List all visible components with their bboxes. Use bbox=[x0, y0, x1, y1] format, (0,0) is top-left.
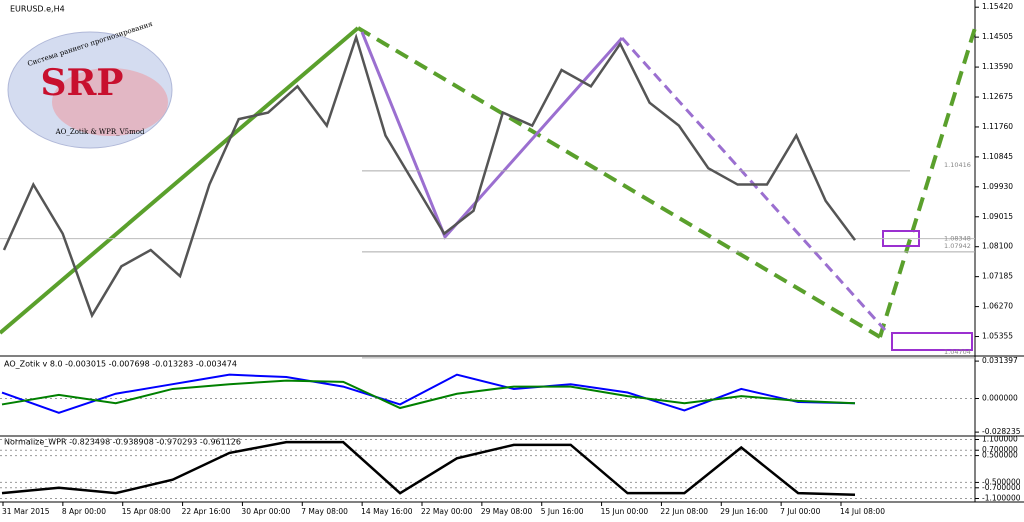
y-tick-label: 0.031397 bbox=[982, 356, 1018, 365]
price-line bbox=[2, 33, 857, 319]
indicator-line bbox=[1, 440, 856, 497]
y-tick-label: -0.700000 bbox=[982, 483, 1021, 492]
indicator-header: AO_Zotik v 8.0 -0.003015 -0.007698 -0.01… bbox=[4, 360, 237, 369]
y-tick-label: 1.15420 bbox=[982, 2, 1013, 11]
indicator-header: Normalize_WPR -0.823498 -0.938908 -0.970… bbox=[4, 438, 241, 447]
y-tick-label: -1.100000 bbox=[982, 494, 1021, 503]
y-tick-label: 1.07185 bbox=[982, 272, 1013, 281]
y-tick-label: 1.08100 bbox=[982, 242, 1013, 251]
y-tick-label: 1.05355 bbox=[982, 332, 1013, 341]
x-tick-label: 7 Jul 00:00 bbox=[780, 507, 820, 516]
level-label: 1.04704 bbox=[944, 348, 971, 356]
level-label: 1.10416 bbox=[944, 161, 971, 169]
x-tick-label: 8 Apr 00:00 bbox=[62, 507, 106, 516]
target-box bbox=[891, 332, 973, 351]
y-tick-label: 0.000000 bbox=[982, 393, 1018, 402]
y-tick-label: 1.13590 bbox=[982, 62, 1013, 71]
y-tick-label: -0.028235 bbox=[982, 427, 1021, 436]
logo-main: SRP bbox=[41, 62, 124, 104]
x-tick-label: 7 May 08:00 bbox=[301, 507, 348, 516]
x-tick-label: 22 Apr 16:00 bbox=[182, 507, 231, 516]
trend-line bbox=[878, 27, 977, 338]
x-tick-label: 15 Apr 08:00 bbox=[122, 507, 171, 516]
y-tick-label: 1.11760 bbox=[982, 122, 1013, 131]
y-tick-label: 1.100000 bbox=[982, 434, 1018, 443]
y-tick-label: 1.10845 bbox=[982, 152, 1013, 161]
zigzag-line bbox=[360, 31, 624, 240]
logo-shade bbox=[52, 68, 168, 136]
y-tick-label: 1.09930 bbox=[982, 182, 1013, 191]
x-tick-label: 29 May 08:00 bbox=[481, 507, 533, 516]
x-tick-label: 30 Apr 00:00 bbox=[241, 507, 290, 516]
x-tick-label: 14 Jul 08:00 bbox=[840, 507, 885, 516]
y-tick-label: 0.500000 bbox=[982, 451, 1018, 460]
y-tick-label: 1.06270 bbox=[982, 302, 1013, 311]
x-tick-label: 29 Jun 16:00 bbox=[720, 507, 768, 516]
indicator-line bbox=[1, 379, 856, 410]
x-tick-label: 5 Jun 16:00 bbox=[541, 507, 584, 516]
y-tick-label: 1.12675 bbox=[982, 92, 1013, 101]
y-tick-label: -0.500000 bbox=[982, 477, 1021, 486]
x-tick-label: 14 May 16:00 bbox=[361, 507, 413, 516]
level-label: 1.07942 bbox=[944, 242, 971, 250]
x-tick-label: 31 Mar 2015 bbox=[2, 507, 50, 516]
y-tick-label: 1.09015 bbox=[982, 212, 1013, 221]
window-title: EURUSD.e,H4 bbox=[10, 5, 65, 14]
x-tick-label: 22 May 00:00 bbox=[421, 507, 473, 516]
y-tick-label: 1.14505 bbox=[982, 32, 1013, 41]
current-price-label: 1.08348 bbox=[944, 235, 971, 243]
logo-sub: AO_Zotik & WPR_V5mod bbox=[55, 128, 145, 136]
x-tick-label: 22 Jun 08:00 bbox=[660, 507, 708, 516]
y-tick-label: 0.700000 bbox=[982, 445, 1018, 454]
trend-line bbox=[0, 26, 360, 335]
x-tick-label: 15 Jun 00:00 bbox=[601, 507, 649, 516]
trend-line bbox=[356, 26, 882, 339]
